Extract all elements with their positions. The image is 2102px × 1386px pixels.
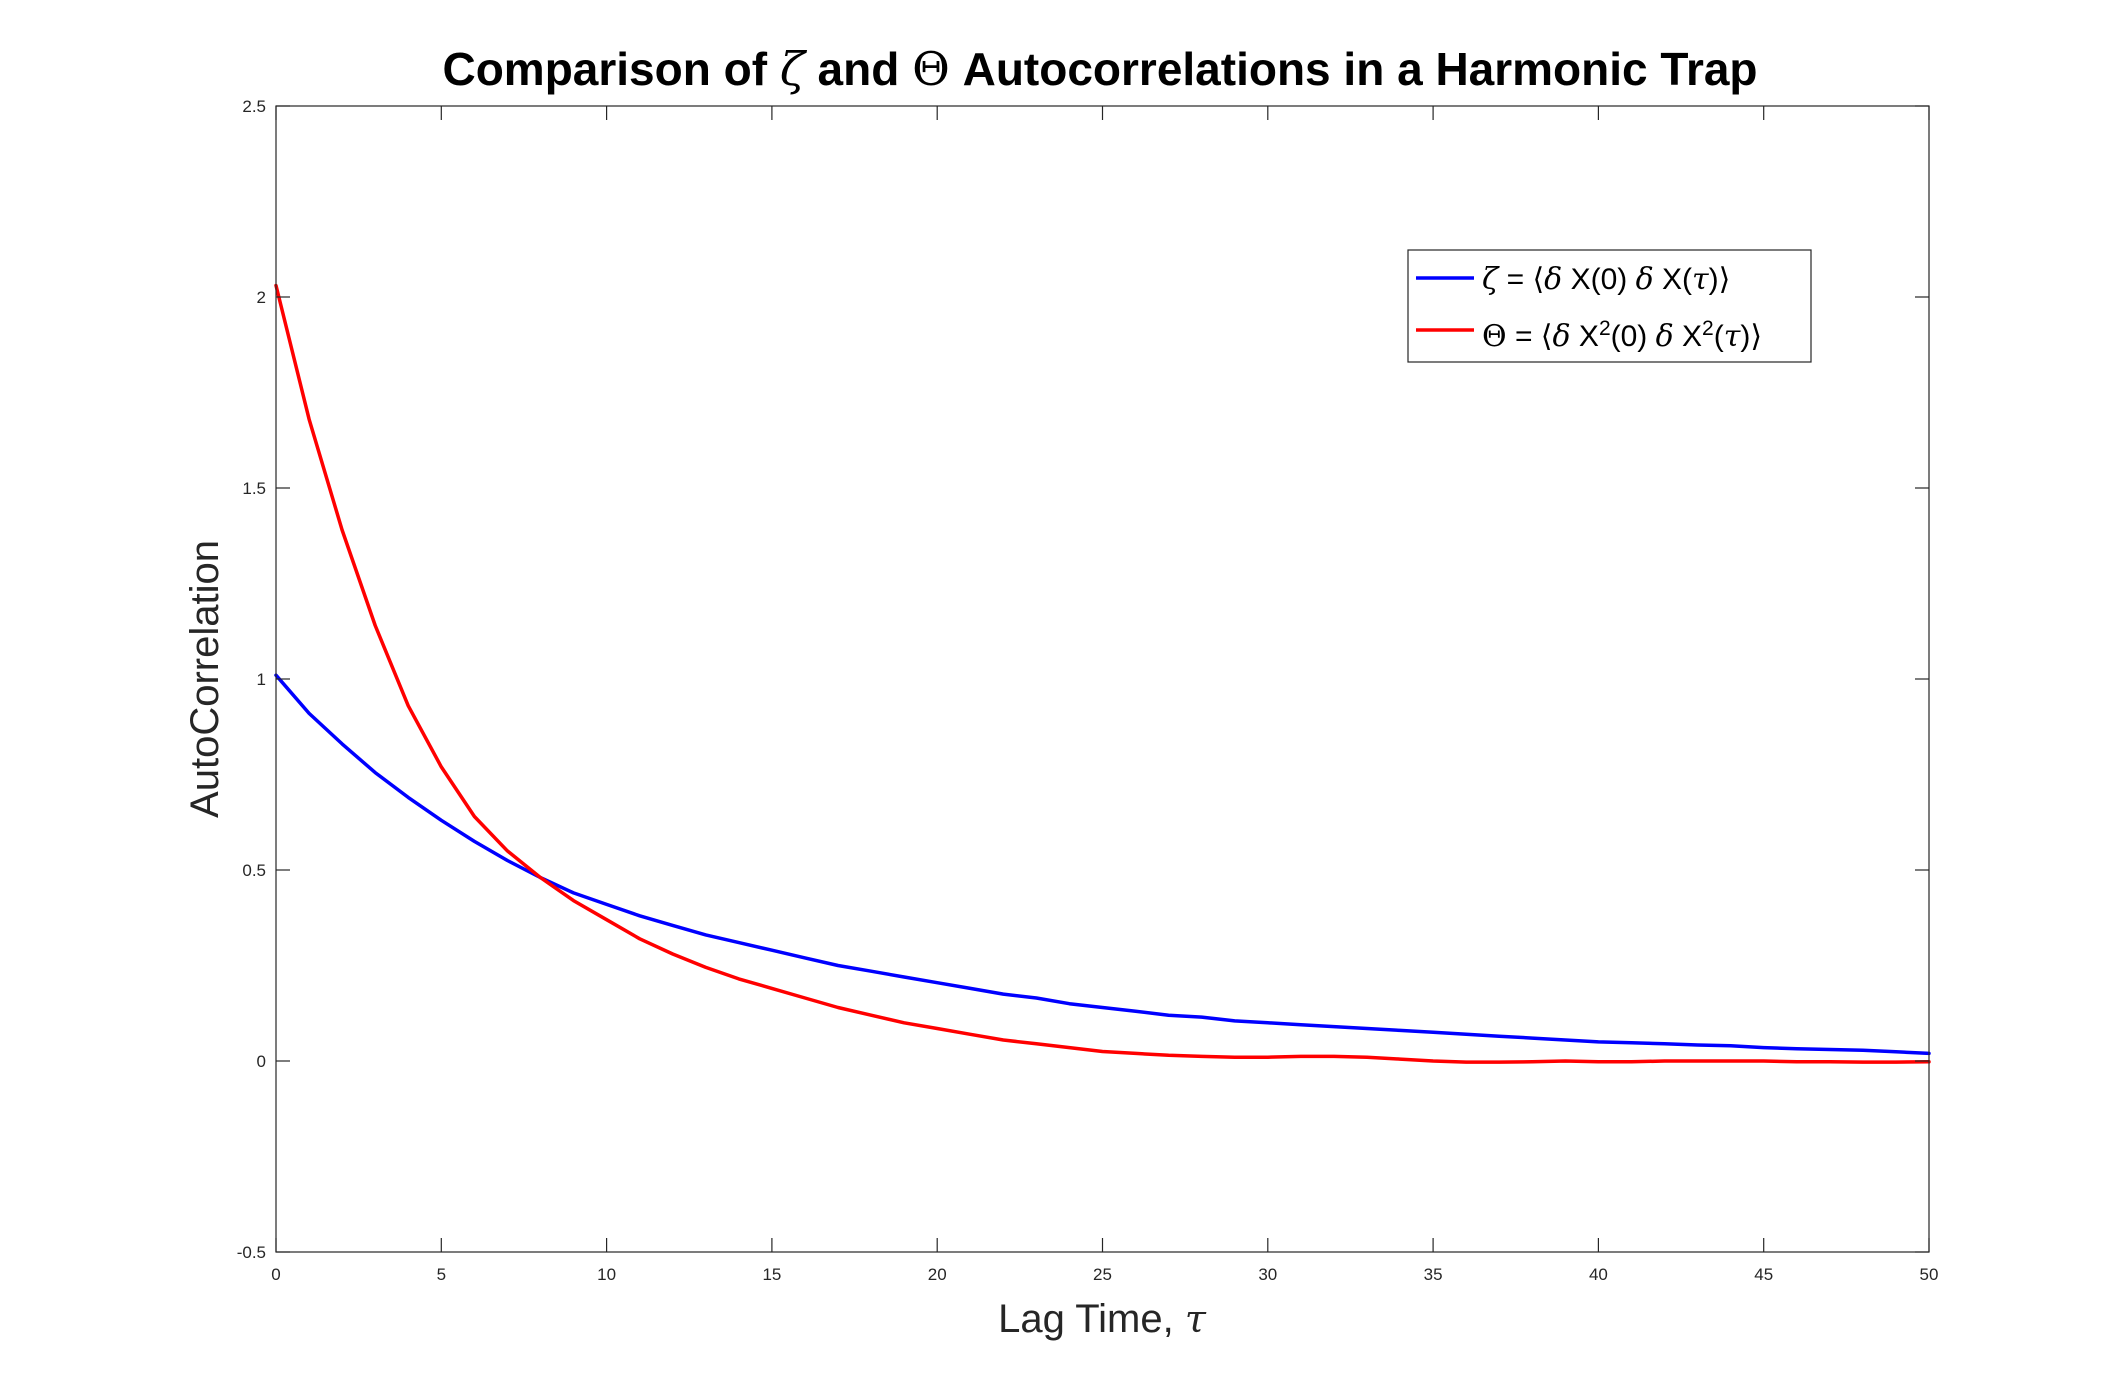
y-tick-label: 1.5 [242, 479, 266, 498]
y-tick-label: 0.5 [242, 861, 266, 880]
legend-entry-theta: Θ = ⟨δ X2(0) δ X2(τ)⟩ [1482, 317, 1762, 355]
x-tick-label: 5 [437, 1265, 446, 1284]
y-tick-label: 0 [257, 1052, 266, 1071]
x-tick-label: 0 [271, 1265, 280, 1284]
y-axis-label: AutoCorrelation [183, 540, 227, 818]
y-tick-label: 2.5 [242, 97, 266, 116]
legend-entry-zeta: ζ = ⟨δ X(0) δ X(τ)⟩ [1482, 262, 1730, 297]
series-line-zeta [274, 673, 1931, 1056]
legend-box [1407, 249, 1812, 363]
x-tick-label: 25 [1093, 1265, 1112, 1284]
x-tick-label: 10 [597, 1265, 616, 1284]
x-tick-label: 45 [1754, 1265, 1773, 1284]
x-tick-label: 20 [928, 1265, 947, 1284]
x-axis-label: Lag Time, τ [998, 1297, 1207, 1341]
chart-title: Comparison of ζ and Θ Autocorrelations i… [442, 42, 1757, 96]
y-tick-label: 1 [257, 670, 266, 689]
x-tick-label: 30 [1258, 1265, 1277, 1284]
y-tick-label: 2 [257, 288, 266, 307]
y-axis-ticks: -0.5 0 0.5 1 1.5 2 2.5 [237, 97, 1929, 1262]
x-tick-label: 15 [762, 1265, 781, 1284]
x-tick-label: 40 [1589, 1265, 1608, 1284]
x-tick-label: 35 [1424, 1265, 1443, 1284]
x-axis-ticks: 0 5 10 15 20 25 30 35 40 45 50 [271, 106, 1938, 1284]
x-tick-label: 50 [1920, 1265, 1939, 1284]
series-line-theta [274, 283, 1931, 1064]
y-tick-label: -0.5 [237, 1243, 266, 1262]
legend: ζ = ⟨δ X(0) δ X(τ)⟩ Θ = ⟨δ X2(0) δ X2(τ)… [1407, 249, 1812, 363]
series-layer [274, 283, 1931, 1064]
